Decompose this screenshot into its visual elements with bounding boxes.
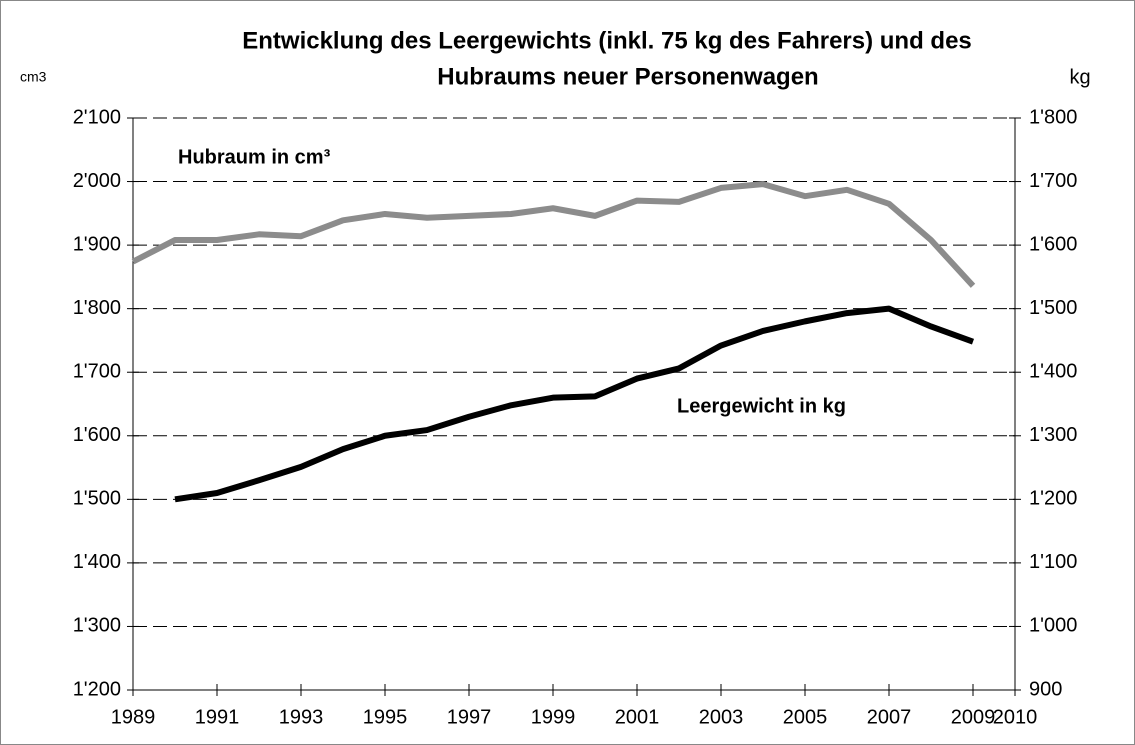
- x-tick-label: 1995: [363, 706, 408, 728]
- y-tick-label: 1'900: [73, 233, 121, 255]
- y-tick-label: 1'600: [73, 424, 121, 446]
- x-tick-label: 1991: [195, 706, 240, 728]
- y2-tick-label: 1'800: [1029, 106, 1077, 128]
- y-tick-label: 2'100: [73, 106, 121, 128]
- y2-tick-label: 1'300: [1029, 424, 1077, 446]
- series-line: [174, 305, 975, 503]
- y2-axis-label: kg: [1069, 66, 1090, 88]
- x-tick-label: 2001: [615, 706, 660, 728]
- y2-tick-label: 1'000: [1029, 615, 1077, 637]
- y-tick-label: 2'000: [73, 170, 121, 192]
- y-tick-label: 1'200: [73, 678, 121, 700]
- x-tick-label: 2003: [699, 706, 744, 728]
- y-tick-label: 1'700: [73, 361, 121, 383]
- x-tick-label: 2005: [783, 706, 828, 728]
- x-tick-label: 2010: [993, 706, 1038, 728]
- y-tick-label: 1'800: [73, 297, 121, 319]
- y2-tick-label: 900: [1029, 678, 1062, 700]
- y2-tick-label: 1'400: [1029, 361, 1077, 383]
- chart-title: Entwicklung des Leergewichts (inkl. 75 k…: [242, 27, 972, 54]
- y2-tick-label: 1'700: [1029, 170, 1077, 192]
- x-tick-label: 2009: [951, 706, 996, 728]
- y2-tick-label: 1'200: [1029, 488, 1077, 510]
- x-tick-label: 1997: [447, 706, 492, 728]
- x-tick-label: 1993: [279, 706, 324, 728]
- y-tick-label: 1'400: [73, 551, 121, 573]
- series-line: [131, 181, 976, 288]
- y2-tick-label: 1'500: [1029, 297, 1077, 319]
- series-label: Hubraum in cm³: [178, 146, 331, 168]
- y-tick-label: 1'500: [73, 488, 121, 510]
- x-tick-label: 2007: [867, 706, 912, 728]
- y2-tick-label: 1'600: [1029, 233, 1077, 255]
- y-axis-label: cm3: [20, 69, 47, 85]
- y-tick-label: 1'300: [73, 615, 121, 637]
- series-label: Leergewicht in kg: [677, 395, 846, 417]
- x-tick-label: 1999: [531, 706, 576, 728]
- y2-tick-label: 1'100: [1029, 551, 1077, 573]
- x-tick-label: 1989: [111, 706, 156, 728]
- chart-title: Hubraums neuer Personenwagen: [437, 63, 818, 90]
